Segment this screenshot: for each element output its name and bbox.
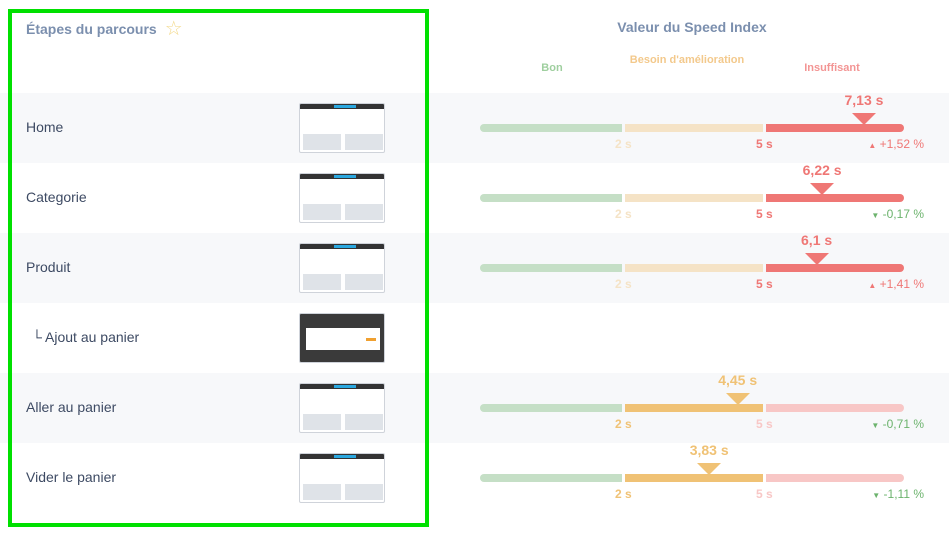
bar-segment-good [480,404,622,412]
value-marker-icon [725,393,750,405]
bar-segment-poor [766,474,904,482]
threshold-low: 2 s [615,487,632,501]
bar-segment-good [480,194,622,202]
step-name: └ Ajout au panier [32,329,140,345]
speed-value: 6,22 s [802,162,842,178]
journey-row[interactable]: Categorie 2 s 5 s 6,22 s ▼ -0,17 % [0,162,949,233]
journey-row[interactable]: └ Ajout au panier [0,303,949,373]
delta: ▼ -1,11 % [872,487,924,501]
value-marker-icon [851,113,876,125]
speed-index-title: Valeur du Speed Index [617,19,767,35]
bar-segment-needs [625,124,763,132]
triangle-down-icon: ▼ [872,491,881,500]
steps-header: Étapes du parcours ☆ [26,19,183,39]
step-name: Home [26,119,64,135]
level-poor: Insuffisant [804,62,860,74]
step-name: Vider le panier [26,469,117,485]
threshold-high: 5 s [756,417,773,431]
delta-value: +1,41 % [879,277,924,291]
triangle-up-icon: ▲ [868,281,877,290]
threshold-low: 2 s [615,417,632,431]
triangle-down-icon: ▼ [871,421,880,430]
triangle-down-icon: ▼ [871,211,880,220]
threshold-high: 5 s [756,277,773,291]
speed-value: 6,1 s [801,232,833,248]
bar-segment-good [480,474,622,482]
step-name: Categorie [26,189,87,205]
bar-segment-good [480,264,622,272]
threshold-high: 5 s [756,207,773,221]
speed-value: 4,45 s [718,372,758,388]
delta-value: -0,17 % [882,207,924,221]
bar-segment-poor [766,124,904,132]
bar-segment-poor [766,194,904,202]
bar-segment-good [480,124,622,132]
steps-title: Étapes du parcours [26,21,157,37]
speed-value: 3,83 s [689,442,729,458]
star-icon[interactable]: ☆ [164,18,183,40]
level-good: Bon [541,62,563,74]
journey-row[interactable]: Produit 2 s 5 s 6,1 s ▲ +1,41 % [0,232,949,303]
bar-segment-poor [766,264,904,272]
journey-row[interactable]: Home 2 s 5 s 7,13 s ▲ +1,52 % [0,92,949,163]
delta: ▼ -0,17 % [871,207,924,221]
journey-row[interactable]: Aller au panier 2 s 5 s 4,45 s ▼ -0,71 % [0,372,949,443]
step-thumbnail[interactable] [299,383,385,433]
threshold-high: 5 s [756,487,773,501]
threshold-low: 2 s [615,137,632,151]
delta-value: -0,71 % [882,417,924,431]
bar-segment-needs [625,404,763,412]
threshold-low: 2 s [615,207,632,221]
threshold-low: 2 s [615,277,632,291]
step-thumbnail[interactable] [299,453,385,503]
step-thumbnail[interactable] [299,313,385,363]
delta-value: +1,52 % [879,137,924,151]
step-name: Aller au panier [26,399,117,415]
bar-segment-needs [625,194,763,202]
journey-row[interactable]: Vider le panier 2 s 5 s 3,83 s ▼ -1,11 % [0,442,949,513]
threshold-high: 5 s [756,137,773,151]
delta: ▲ +1,52 % [868,137,924,151]
triangle-up-icon: ▲ [868,141,877,150]
value-marker-icon [810,183,835,195]
bar-segment-needs [625,474,763,482]
step-name: Produit [26,259,71,275]
step-thumbnail[interactable] [299,103,385,153]
step-thumbnail[interactable] [299,243,385,293]
value-marker-icon [804,253,829,265]
speed-value: 7,13 s [844,92,884,108]
delta: ▼ -0,71 % [871,417,924,431]
step-thumbnail[interactable] [299,173,385,223]
bar-segment-needs [625,264,763,272]
value-marker-icon [697,463,722,475]
level-needs: Besoin d'amélioration [629,54,745,66]
delta: ▲ +1,41 % [868,277,924,291]
bar-segment-poor [766,404,904,412]
delta-value: -1,11 % [883,487,924,501]
